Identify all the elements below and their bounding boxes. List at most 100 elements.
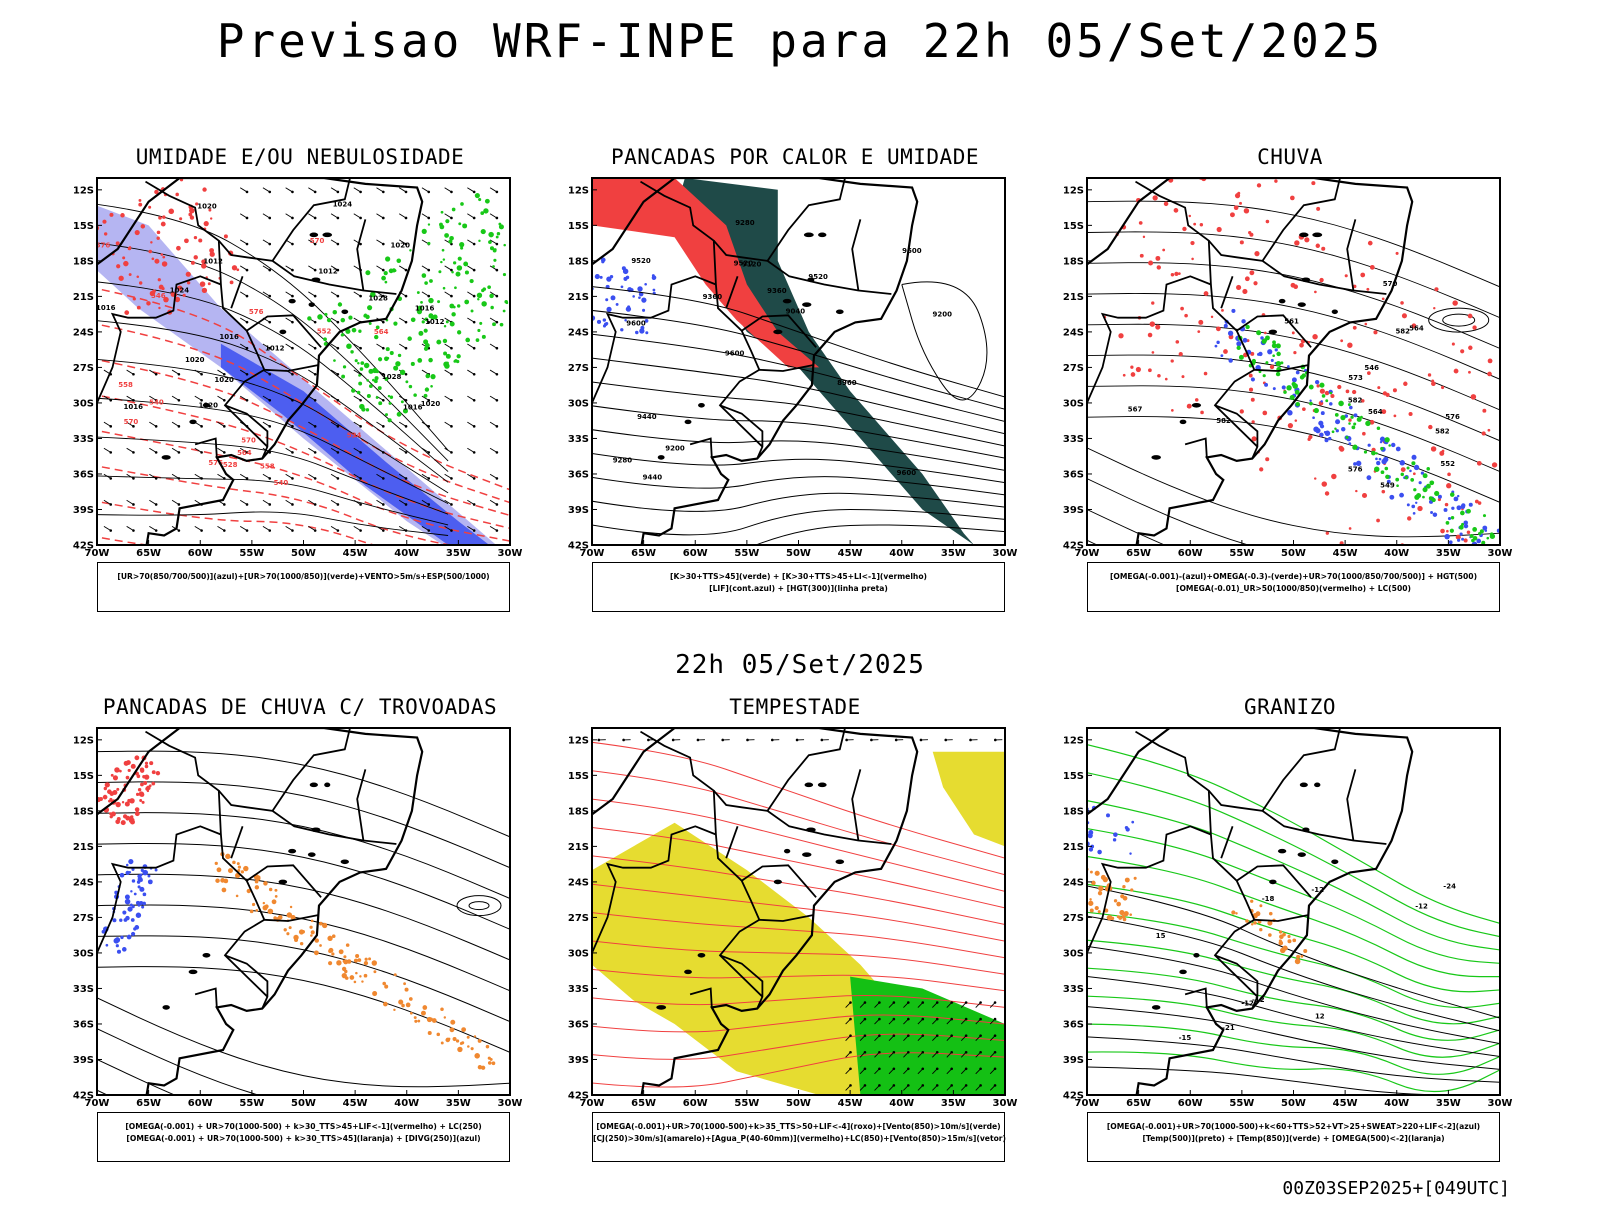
- humidity-low-speckle: [407, 336, 412, 341]
- thickness-speckle: [198, 238, 202, 242]
- humidity-low-speckle: [378, 386, 382, 390]
- rain-red-speckle: [1118, 333, 1123, 338]
- wind850-vector-head: [893, 1068, 896, 1071]
- storm-red-speckle: [139, 791, 144, 796]
- wind-vector-head: [246, 373, 249, 376]
- humidity-low-speckle: [387, 357, 390, 360]
- rain-red-speckle: [1531, 403, 1535, 407]
- rain-blue-speckle: [1381, 459, 1387, 465]
- omega-orange-speckle: [1292, 938, 1296, 942]
- humidity-low-speckle: [476, 338, 480, 342]
- wind850-vector-head: [845, 739, 848, 742]
- wind-vector-head: [200, 425, 203, 428]
- legend-caption: [OMEGA(-0.001) + UR>70(1000-500) + k>30_…: [97, 1112, 510, 1162]
- rain-red-speckle: [1184, 314, 1188, 318]
- storm-red-speckle: [131, 818, 135, 822]
- wind-vector-head: [382, 347, 385, 350]
- rain-red-speckle: [1155, 256, 1160, 261]
- lon-tick-label: 60W: [1178, 1098, 1203, 1109]
- wind-vector-head: [450, 503, 453, 506]
- lake-blob: [802, 852, 811, 857]
- storm-orange-speckle: [228, 868, 233, 873]
- hgt300-label: 9120: [742, 260, 762, 268]
- lake-blob: [698, 403, 705, 408]
- divergence-speckle: [130, 890, 132, 892]
- lon-tick-label: 60W: [683, 548, 708, 559]
- wind-vector-head: [291, 399, 294, 402]
- rain-red-speckle: [1240, 240, 1244, 244]
- rain-red-speckle: [1402, 313, 1407, 318]
- humidity-low-speckle: [443, 352, 447, 356]
- storm-orange-speckle: [394, 973, 397, 976]
- rain-green-speckle: [1365, 421, 1370, 426]
- storm-orange-speckle: [478, 1039, 482, 1043]
- lake-blob: [189, 970, 198, 975]
- storm-red-speckle: [145, 762, 148, 765]
- wind-vector-head: [359, 399, 362, 402]
- storm-orange-speckle: [461, 1027, 466, 1032]
- storm-orange-speckle: [322, 923, 327, 928]
- wind-vector-head: [405, 217, 408, 220]
- thickness-speckle: [135, 230, 140, 235]
- rain-blue-speckle: [1444, 508, 1448, 512]
- humidity-band-dark: [221, 344, 489, 545]
- lif-contour-speckle: [577, 284, 582, 289]
- pressure-label: 1020: [197, 202, 217, 210]
- pressure-label: 1016: [403, 404, 423, 412]
- thickness-speckle: [141, 224, 145, 228]
- humidity-low-speckle: [515, 269, 520, 274]
- wind-vector-head: [246, 347, 249, 350]
- state-border: [231, 826, 242, 858]
- lake-blob: [279, 880, 288, 885]
- lake-blob: [189, 420, 196, 425]
- storm-orange-speckle: [232, 861, 236, 865]
- lake-blob: [1332, 309, 1338, 314]
- wind850-vector-head: [895, 739, 898, 742]
- storm-orange-speckle: [474, 1035, 476, 1037]
- rain-red-speckle: [1314, 477, 1316, 479]
- hgt300-label: 9600: [725, 350, 745, 358]
- rain-green-speckle: [1416, 493, 1421, 498]
- rain-blue-speckle: [1243, 338, 1248, 343]
- rain-red-speckle: [1236, 168, 1239, 171]
- humidity-low-speckle: [451, 271, 454, 274]
- map-clip-group: 9600960096009600952094409520936094409360…: [552, 178, 1026, 558]
- lat-tick-label: 36S: [1063, 1019, 1084, 1030]
- thickness-speckle: [157, 231, 161, 235]
- lat-tick-label: 33S: [1063, 984, 1084, 995]
- rain-red-speckle: [1257, 183, 1261, 187]
- divergence-speckle: [141, 906, 144, 909]
- humidity-low-speckle: [367, 394, 371, 398]
- lake-blob: [698, 953, 706, 958]
- caption-line: [UR>70(850/700/500)](azul)+[UR>70(1000/8…: [98, 571, 509, 583]
- humidity-low-speckle: [459, 242, 464, 247]
- rain-green-speckle: [1396, 484, 1399, 487]
- rain-red-speckle: [1352, 390, 1356, 394]
- rain-red-speckle: [1382, 490, 1386, 494]
- rain-red-speckle: [1071, 303, 1076, 308]
- rain-red-speckle: [1477, 461, 1482, 466]
- wind-vector-head: [496, 503, 499, 506]
- storm-orange-speckle: [263, 881, 267, 885]
- wind850-vector-head: [878, 1068, 881, 1071]
- wind850-vector-head: [878, 1084, 881, 1087]
- lat-tick-label: 21S: [73, 842, 94, 853]
- temp500-contour: [1066, 1005, 1520, 1071]
- wind-vector-head: [496, 295, 499, 298]
- wind-vector-head: [427, 425, 430, 428]
- humidity-low-speckle: [418, 331, 423, 336]
- rain-green-speckle: [1381, 470, 1385, 474]
- rain-red-speckle: [1171, 409, 1174, 412]
- humidity-low-speckle: [446, 320, 449, 323]
- rain-red-speckle: [1417, 506, 1422, 511]
- storm-orange-speckle: [406, 1003, 411, 1008]
- storm-red-speckle: [152, 770, 156, 774]
- rain-red-speckle: [1230, 212, 1235, 217]
- rain-blue-speckle: [1449, 540, 1453, 544]
- humidity-low-speckle: [424, 347, 428, 351]
- streamline: [1066, 438, 1520, 537]
- lon-tick-label: 60W: [188, 548, 213, 559]
- humidity-low-speckle: [487, 285, 491, 289]
- humidity-low-speckle: [396, 258, 401, 263]
- rain-green-speckle: [1276, 343, 1281, 348]
